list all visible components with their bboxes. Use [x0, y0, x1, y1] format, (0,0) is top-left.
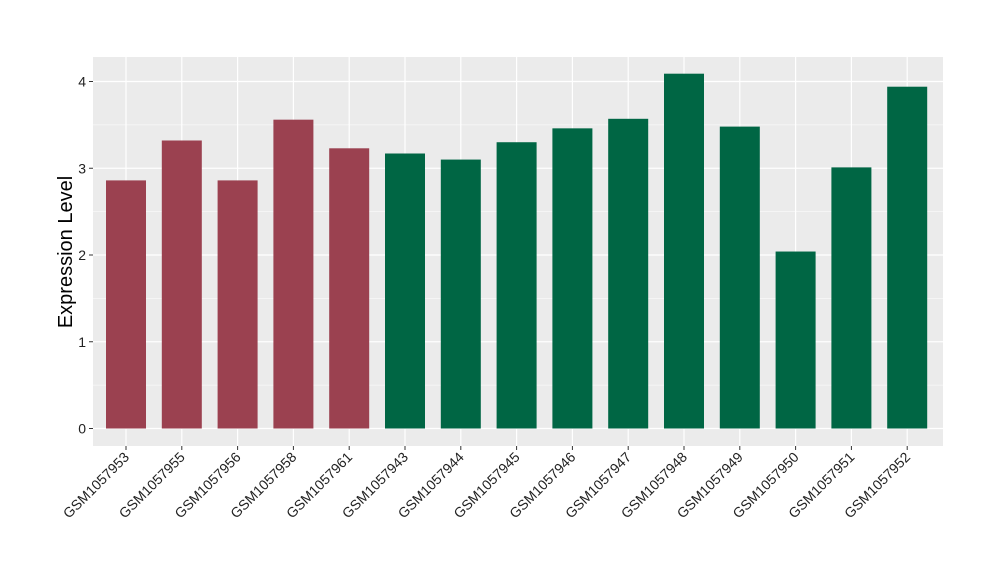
y-tick-label: 1 [78, 334, 86, 350]
x-axis: GSM1057953GSM1057955GSM1057956GSM1057958… [60, 446, 913, 521]
y-tick-label: 3 [78, 160, 86, 176]
bar-GSM1057948 [664, 73, 704, 429]
bar-GSM1057943 [385, 153, 425, 429]
bar-GSM1057955 [161, 140, 202, 429]
y-axis-label: Expression Level [55, 176, 77, 328]
bar-GSM1057951 [831, 167, 872, 429]
bar-GSM1057947 [608, 118, 649, 429]
bar-GSM1057953 [106, 180, 146, 429]
bar-GSM1057949 [719, 126, 760, 429]
bar-GSM1057961 [329, 148, 370, 429]
bar-GSM1057952 [887, 86, 928, 429]
bar-GSM1057958 [273, 119, 314, 429]
y-axis: 0 1 2 3 4 [78, 74, 93, 437]
bars [106, 73, 928, 429]
bar-GSM1057944 [440, 159, 481, 429]
bar-GSM1057946 [552, 128, 593, 429]
y-tick-label: 0 [78, 421, 86, 437]
bar-GSM1057945 [496, 142, 537, 429]
bar-GSM1057950 [775, 251, 816, 429]
y-tick-label: 4 [78, 74, 86, 90]
bar-GSM1057956 [217, 180, 258, 429]
y-tick-label: 2 [78, 247, 86, 263]
